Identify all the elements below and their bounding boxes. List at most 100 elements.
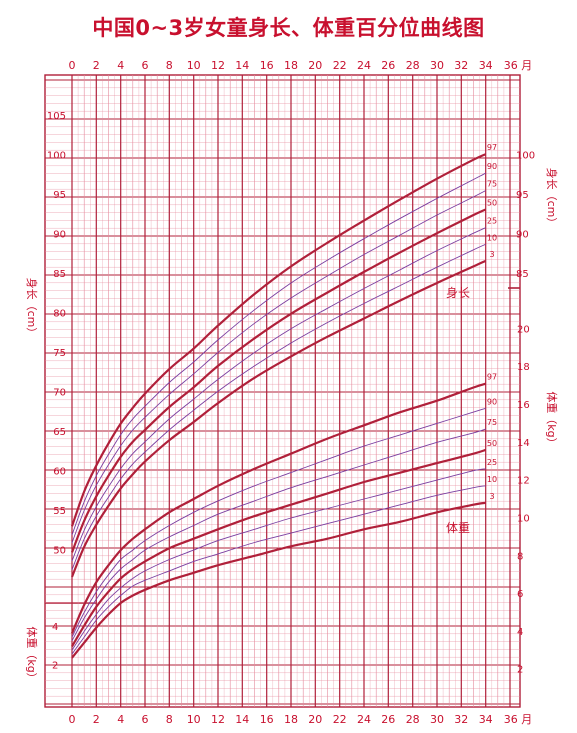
- length-tick-label-left: 55: [53, 506, 66, 517]
- x-tick-label-bottom: 20: [308, 713, 322, 726]
- x-tick-label-bottom: 28: [406, 713, 420, 726]
- length-p50-label: 50: [487, 199, 497, 208]
- weight-curve-annotation: 体重: [446, 521, 470, 535]
- weight-tick-label-right: 18: [517, 362, 530, 373]
- length-tick-label-right: 85: [516, 269, 529, 280]
- weight-p90-line: [71, 407, 486, 638]
- x-tick-label-top: 6: [142, 59, 149, 72]
- x-tick-label-top: 22: [333, 59, 347, 72]
- weight-p75-label: 75: [487, 418, 497, 427]
- length-curve-annotation: 身长: [446, 285, 470, 300]
- x-tick-label-bottom: 8: [166, 713, 173, 726]
- weight-axis-title-left: 体重（kg）: [25, 626, 39, 683]
- x-tick-label-top: 18: [284, 59, 298, 72]
- weight-p90-label: 90: [487, 397, 497, 406]
- x-tick-label-bottom: 10: [187, 713, 201, 726]
- length-p90-label: 90: [487, 162, 497, 171]
- length-tick-label-right: 100: [516, 151, 535, 162]
- length-p75-line: [71, 190, 486, 544]
- x-tick-label-top: 2: [93, 59, 100, 72]
- x-tick-label-top: 34: [479, 59, 493, 72]
- length-p25-line: [71, 227, 486, 562]
- length-tick-label-left: 80: [53, 309, 66, 320]
- x-tick-label-top: 12: [211, 59, 225, 72]
- x-tick-label-top: 32: [454, 59, 468, 72]
- weight-p10-line: [71, 485, 486, 655]
- x-tick-label-bottom: 6: [142, 713, 149, 726]
- weight-tick-label-right: 6: [517, 589, 523, 600]
- x-tick-label-bottom: 14: [235, 713, 249, 726]
- x-tick-label-bottom: 34: [479, 713, 493, 726]
- x-tick-label-top: 10: [187, 59, 201, 72]
- weight-p3-label: 3: [489, 492, 494, 501]
- x-tick-label-bottom: 4: [117, 713, 124, 726]
- weight-tick-label-left: 4: [52, 622, 58, 633]
- length-tick-label-right: 95: [516, 190, 529, 201]
- length-tick-label-right: 90: [516, 230, 529, 241]
- weight-axis-title-right: 体重（kg）: [545, 391, 559, 448]
- length-tick-label-left: 100: [47, 151, 66, 162]
- x-tick-label-bottom: 26: [381, 713, 395, 726]
- weight-tick-label-right: 16: [517, 400, 530, 411]
- weight-tick-label-right: 8: [517, 551, 523, 562]
- length-p10-label: 10: [487, 233, 497, 242]
- length-p10-line: [71, 243, 486, 570]
- x-tick-label-top: 28: [406, 59, 420, 72]
- x-tick-label-bottom: 0: [69, 713, 76, 726]
- x-tick-label-top: 16: [260, 59, 274, 72]
- weight-p10-label: 10: [487, 475, 497, 484]
- length-axis-title-left: 身长（cm）: [25, 278, 39, 339]
- x-tick-label-bottom: 18: [284, 713, 298, 726]
- weight-p97-line: [70, 382, 487, 634]
- weight-p75-line: [71, 428, 486, 642]
- length-tick-label-left: 70: [53, 388, 66, 399]
- x-tick-label-top: 36 月: [504, 59, 533, 72]
- x-tick-label-bottom: 2: [93, 713, 100, 726]
- x-tick-label-top: 14: [235, 59, 249, 72]
- x-tick-label-top: 30: [430, 59, 444, 72]
- x-tick-label-bottom: 24: [357, 713, 371, 726]
- length-tick-label-left: 65: [53, 427, 66, 438]
- length-p97-label: 97: [487, 143, 497, 152]
- length-p50-line: [70, 208, 487, 553]
- length-tick-label-left: 85: [53, 269, 66, 280]
- x-tick-label-top: 20: [308, 59, 322, 72]
- x-tick-label-top: 26: [381, 59, 395, 72]
- weight-tick-label-right: 14: [517, 438, 530, 449]
- weight-p25-label: 25: [487, 458, 497, 467]
- weight-tick-label-right: 10: [517, 514, 530, 525]
- x-tick-label-bottom: 32: [454, 713, 468, 726]
- x-tick-label-bottom: 16: [260, 713, 274, 726]
- length-p3-label: 3: [489, 250, 494, 259]
- weight-tick-label-right: 2: [517, 665, 523, 676]
- length-tick-label-left: 90: [53, 230, 66, 241]
- weight-tick-label-right: 12: [517, 476, 530, 487]
- weight-tick-label-right: 20: [517, 324, 530, 335]
- length-tick-label-left: 105: [47, 111, 66, 122]
- weight-tick-label-left: 2: [52, 660, 58, 671]
- length-tick-label-left: 75: [53, 348, 66, 359]
- length-p90-line: [71, 172, 486, 536]
- x-tick-label-top: 24: [357, 59, 371, 72]
- weight-p25-line: [71, 468, 486, 651]
- length-p25-label: 25: [487, 217, 497, 226]
- x-tick-label-bottom: 12: [211, 713, 225, 726]
- length-tick-label-left: 50: [53, 546, 66, 557]
- length-p75-label: 75: [487, 180, 497, 189]
- weight-p50-line: [71, 448, 487, 648]
- length-axis-title-right: 身长（cm）: [545, 168, 559, 229]
- x-tick-label-top: 8: [166, 59, 173, 72]
- x-tick-label-bottom: 22: [333, 713, 347, 726]
- plot-frame: [44, 74, 521, 708]
- weight-p50-label: 50: [487, 439, 497, 448]
- weight-p3-line: [71, 501, 486, 659]
- x-tick-label-bottom: 36 月: [504, 713, 533, 726]
- chart-title: 中国0~3岁女童身长、体重百分位曲线图: [92, 16, 485, 40]
- x-tick-label-top: 4: [117, 59, 124, 72]
- weight-tick-label-right: 4: [517, 627, 523, 638]
- x-tick-label-bottom: 30: [430, 713, 444, 726]
- length-tick-label-left: 60: [53, 467, 66, 478]
- weight-p97-label: 97: [487, 373, 497, 382]
- length-p3-line: [70, 259, 487, 578]
